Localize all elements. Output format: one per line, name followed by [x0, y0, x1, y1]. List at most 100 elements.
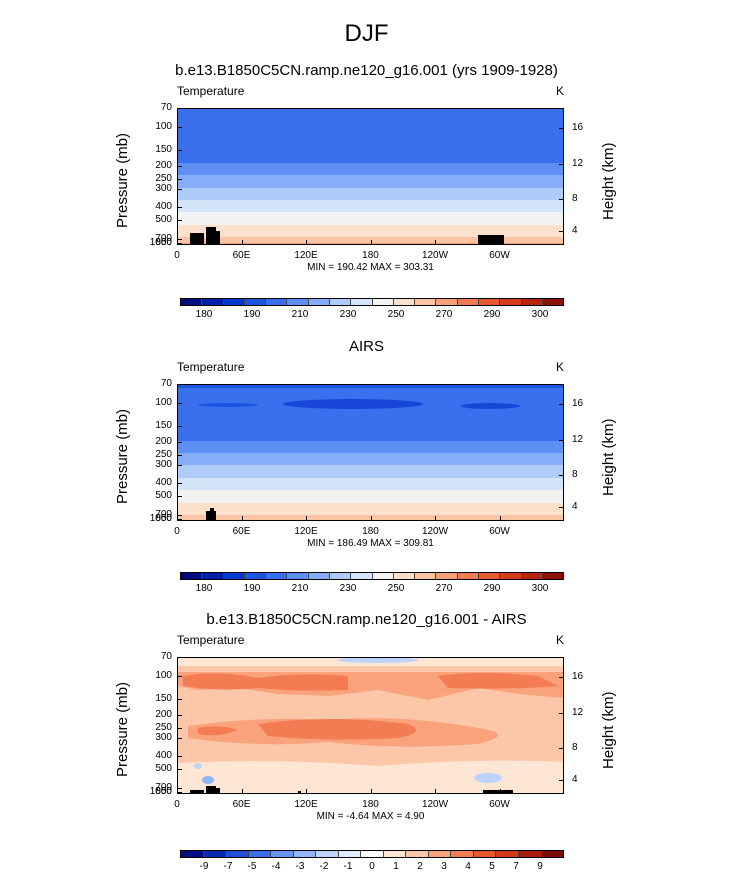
warm-anomaly	[198, 726, 238, 736]
heatmap-band	[178, 440, 563, 442]
heatmap-band	[178, 433, 563, 435]
x-tick-label: 60W	[489, 250, 510, 261]
heatmap-band	[178, 453, 563, 455]
y2-tick	[559, 199, 564, 200]
colorbar-swatch	[287, 299, 309, 305]
y2-tick-label: 12	[572, 434, 584, 445]
colorbar-swatch	[181, 851, 204, 857]
x-tick	[306, 789, 307, 794]
heatmap-band	[178, 431, 563, 433]
heatmap-band	[178, 506, 563, 508]
colorbar-swatch	[372, 299, 394, 305]
y-tick	[177, 738, 182, 739]
heatmap-band	[178, 435, 563, 437]
heatmap-band	[178, 414, 563, 416]
heatmap-band	[178, 208, 563, 210]
heatmap-band	[178, 464, 563, 466]
heatmap-band	[178, 470, 563, 472]
heatmap-band	[178, 199, 563, 201]
heatmap-band	[178, 434, 563, 436]
x-tick	[435, 240, 436, 245]
heatmap-band	[178, 220, 563, 222]
y-tick	[177, 442, 182, 443]
colorbar-swatch	[541, 851, 564, 857]
heatmap-band	[178, 397, 563, 399]
y2-axis-label: Height (km)	[600, 418, 617, 496]
heatmap-band	[178, 436, 563, 438]
heatmap-band	[178, 221, 563, 223]
heatmap-band	[178, 456, 563, 458]
y-tick-label: 250	[155, 722, 172, 733]
heatmap-band	[178, 461, 563, 463]
colorbar-label: 5	[489, 861, 495, 872]
y2-tick-label: 4	[572, 501, 578, 512]
x-tick	[306, 516, 307, 521]
heatmap-band	[178, 177, 563, 179]
heatmap-band	[178, 237, 563, 239]
x-tick-label: 180	[362, 799, 379, 810]
heatmap-band	[178, 134, 563, 136]
y-tick	[177, 207, 182, 208]
y-tick	[177, 166, 182, 167]
y-tick-label: 850	[155, 786, 172, 797]
colorbar-swatch	[266, 573, 288, 579]
y-tick-label: 1000	[149, 237, 172, 248]
x-tick	[241, 789, 243, 794]
colorbar-swatch	[293, 851, 317, 857]
y-tick-label: 850	[155, 513, 172, 524]
y2-tick-label: 8	[572, 193, 578, 204]
y-tick	[177, 189, 182, 190]
colorbar-label: 1	[393, 861, 399, 872]
y-tick-label: 700	[155, 782, 172, 793]
x-tick-label: 60W	[489, 526, 510, 537]
heatmap-band	[178, 145, 563, 147]
heatmap-band	[178, 118, 563, 120]
y-tick-label: 200	[155, 160, 172, 171]
colorbar-swatch	[415, 573, 437, 579]
warm-anomaly	[183, 673, 348, 691]
colorbar	[180, 572, 564, 580]
heatmap-band	[178, 171, 563, 173]
y-tick	[177, 519, 182, 520]
colorbar-label: 250	[387, 309, 405, 320]
min-label: MIN = -4.64	[316, 811, 370, 822]
heatmap-band	[178, 215, 563, 217]
heatmap-band	[178, 507, 563, 509]
y2-tick	[559, 164, 564, 165]
heatmap-band	[178, 502, 563, 504]
heatmap-band	[178, 425, 563, 427]
heatmap-svg	[178, 658, 563, 793]
heatmap-band	[178, 489, 563, 491]
heatmap-band	[178, 141, 563, 143]
y-tick-label: 1000	[149, 786, 172, 797]
heatmap-band	[178, 207, 563, 209]
topography-mask	[483, 790, 513, 793]
heatmap-band	[178, 509, 563, 511]
heatmap-band	[178, 460, 563, 462]
colorbar-swatch	[436, 299, 458, 305]
y2-tick-label: 4	[572, 225, 578, 236]
x-tick	[370, 240, 372, 245]
heatmap-band	[178, 109, 563, 111]
heatmap-band	[178, 172, 563, 174]
heatmap-band	[178, 396, 563, 398]
x-tick-label: 60W	[489, 799, 510, 810]
heatmap-band	[178, 116, 563, 118]
main-title: DJF	[344, 20, 389, 47]
heatmap-band	[178, 236, 563, 238]
heatmap-band	[178, 113, 563, 115]
heatmap-band	[178, 446, 563, 448]
x-tick	[177, 516, 178, 521]
y2-tick-label: 4	[572, 774, 578, 785]
heatmap-band	[178, 154, 563, 156]
heatmap-band	[178, 146, 563, 148]
colorbar-label: 9	[537, 861, 543, 872]
y-axis-label: Pressure (mb)	[114, 408, 131, 504]
y-tick	[177, 150, 182, 151]
heatmap-band	[178, 117, 563, 119]
colorbar-swatch	[478, 299, 501, 305]
x-tick-label: 60E	[232, 250, 251, 261]
heatmap-band	[178, 204, 563, 206]
heatmap-band	[178, 191, 563, 193]
heatmap-band	[178, 392, 563, 394]
